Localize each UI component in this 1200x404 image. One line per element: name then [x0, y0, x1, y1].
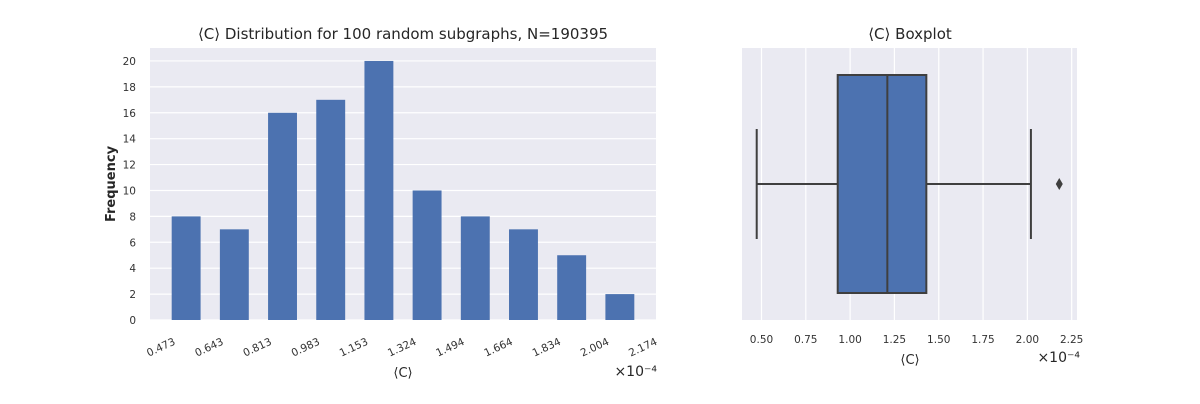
histogram-x-tick-label: 2.004 — [579, 336, 612, 360]
histogram-y-tick-label: 0 — [129, 315, 136, 327]
boxplot-shapes — [755, 74, 1063, 294]
boxplot-x-tick-label: 1.00 — [838, 334, 861, 346]
histogram-bar — [509, 229, 538, 320]
histogram-x-ticks: 0.473 0.643 0.813 0.983 1.153 1.324 1.494 1.664… — [145, 336, 660, 360]
histogram-bar — [316, 99, 346, 320]
boxplot-panel: 0.50 0.75 1.00 1.25 1.50 1.75 2.00 2.25 ⟨C⟩ Box… — [742, 25, 1083, 368]
boxplot-title: ⟨C⟩ Boxplot — [868, 25, 952, 43]
histogram-bar — [219, 229, 249, 320]
histogram-y-axis-label: Frequency — [104, 145, 119, 222]
histogram-bar — [557, 255, 587, 320]
histogram-y-tick-label: 20 — [123, 56, 136, 68]
boxplot-outlier — [1055, 178, 1063, 190]
histogram-x-tick-label: 0.643 — [193, 336, 225, 360]
histogram-bar — [412, 190, 442, 320]
histogram-y-tick-label: 10 — [123, 185, 136, 197]
histogram-y-tick-label: 8 — [129, 211, 136, 223]
histogram-panel: 0 2 4 6 8 10 12 14 16 18 20 0.473 0.643 0.813 0.983 1.… — [104, 25, 660, 381]
histogram-x-tick-label: 1.153 — [338, 336, 370, 360]
histogram-y-tick-label: 12 — [123, 160, 136, 172]
histogram-x-tick-label: 1.494 — [434, 336, 467, 360]
histogram-y-tick-label: 18 — [123, 82, 136, 94]
histogram-x-tick-label: 1.324 — [386, 336, 419, 360]
histogram-y-tick-label: 2 — [129, 289, 136, 301]
histogram-bar — [364, 60, 394, 320]
histogram-x-tick-label: 1.834 — [531, 336, 564, 360]
boxplot-box — [836, 74, 928, 294]
histogram-y-tick-label: 16 — [123, 108, 137, 120]
boxplot-x-tick-label: 2.00 — [1016, 334, 1039, 346]
histogram-bars — [171, 60, 635, 320]
histogram-y-tick-label: 14 — [123, 134, 137, 146]
histogram-bar — [171, 216, 201, 320]
histogram-x-tick-label: 0.813 — [241, 336, 273, 360]
histogram-x-tick-label: 0.983 — [290, 336, 322, 360]
histogram-y-ticks: 0 2 4 6 8 10 12 14 16 18 20 — [123, 56, 137, 327]
boxplot-x-tick-label: 1.25 — [883, 334, 906, 346]
histogram-y-tick-label: 6 — [129, 237, 136, 249]
boxplot-x-multiplier: ×10⁻⁴ — [1037, 350, 1080, 366]
histogram-x-tick-label: 2.174 — [627, 336, 660, 360]
histogram-title: ⟨C⟩ Distribution for 100 random subgraph… — [198, 25, 608, 43]
histogram-bar — [460, 216, 490, 320]
histogram-x-axis-label: ⟨C⟩ — [393, 366, 412, 381]
boxplot-x-ticks: 0.50 0.75 1.00 1.25 1.50 1.75 2.00 2.25 — [750, 334, 1084, 346]
histogram-bar — [605, 294, 635, 320]
histogram-x-tick-label: 0.473 — [145, 336, 177, 360]
histogram-y-tick-label: 4 — [129, 263, 136, 275]
boxplot-x-tick-label: 0.50 — [750, 334, 773, 346]
histogram-x-multiplier: ×10⁻⁴ — [614, 364, 657, 380]
boxplot-x-tick-label: 0.75 — [794, 334, 817, 346]
histogram-x-tick-label: 1.664 — [482, 336, 515, 360]
boxplot-x-tick-label: 1.50 — [927, 334, 950, 346]
boxplot-x-axis-label: ⟨C⟩ — [900, 353, 919, 368]
boxplot-x-tick-label: 2.25 — [1060, 334, 1083, 346]
boxplot-x-tick-label: 1.75 — [971, 334, 994, 346]
histogram-bar — [268, 112, 297, 320]
